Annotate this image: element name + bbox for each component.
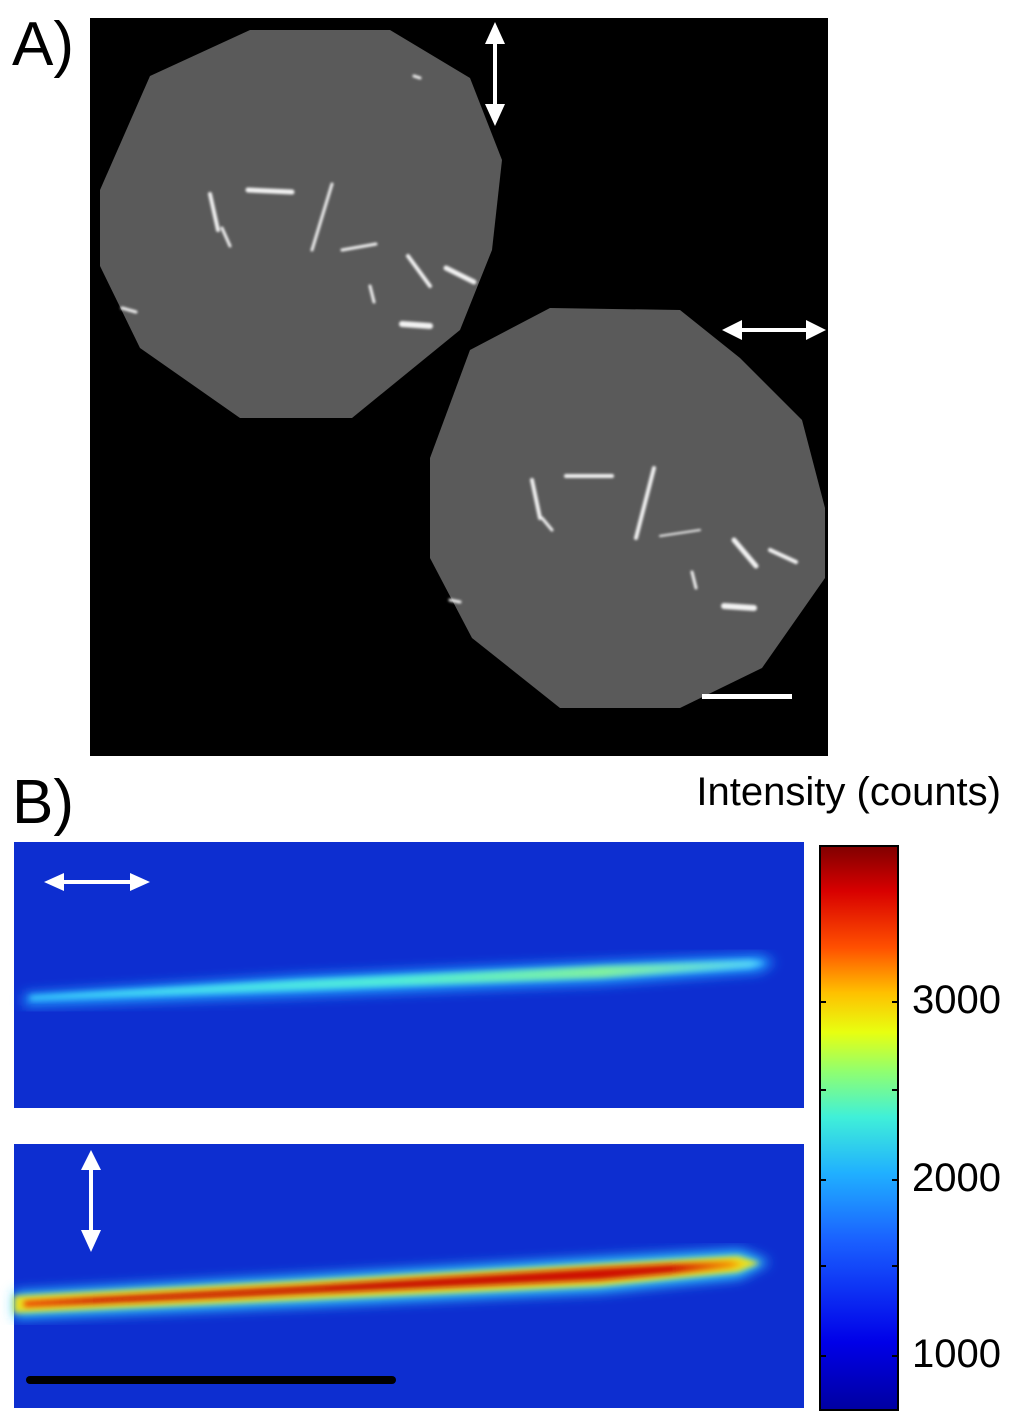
panel-b-image-horizontal — [14, 842, 804, 1108]
black-scale-bar — [26, 1376, 396, 1384]
colorbar — [819, 845, 899, 1411]
colorbar-title: Intensity (counts) — [696, 770, 1001, 814]
colorbar-tick-2000: 2000 — [912, 1156, 1001, 1200]
white-scale-bar — [702, 694, 792, 699]
panel-b-image-vertical — [14, 1144, 804, 1408]
panel-b-label: B) — [12, 768, 74, 837]
colorbar-tick-1000: 1000 — [912, 1332, 1001, 1376]
vertical-double-arrow-icon — [81, 1150, 101, 1252]
panel-a-image — [90, 18, 828, 756]
upper-octagon-region — [100, 30, 502, 418]
vertical-double-arrow-icon — [485, 22, 505, 126]
horizontal-double-arrow-icon — [722, 320, 826, 340]
upper-rods — [120, 74, 477, 329]
horizontal-double-arrow-icon — [44, 873, 150, 891]
colorbar-tick-3000: 3000 — [912, 978, 1001, 1022]
lower-rods — [448, 466, 798, 611]
panel-a-label: A) — [12, 10, 74, 79]
